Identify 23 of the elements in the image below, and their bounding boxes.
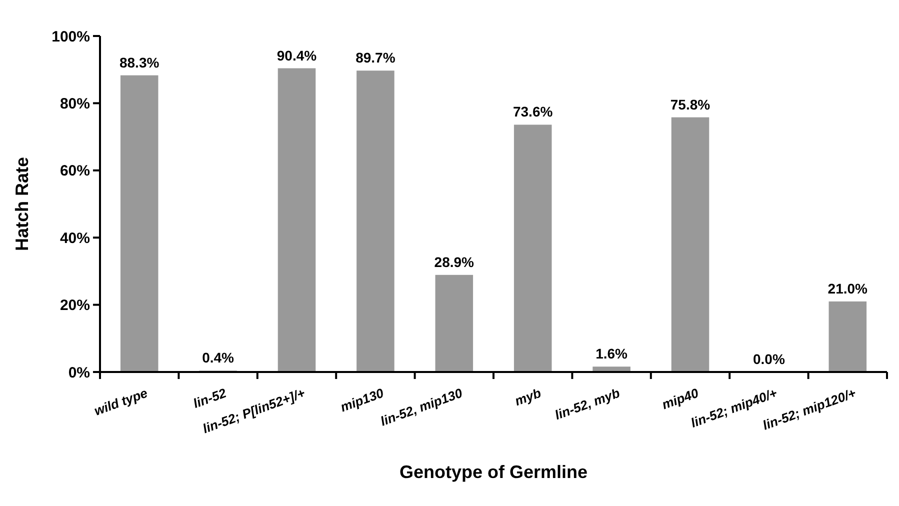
data-label: 90.4% — [276, 47, 318, 64]
x-tick-label: lin-52, myb — [552, 385, 622, 423]
data-label: 28.9% — [434, 254, 475, 270]
data-label: 73.6% — [513, 104, 554, 120]
x-tick-label: myb — [512, 385, 544, 409]
x-tick-label: wild type — [92, 385, 150, 418]
y-tick-label: 60% — [60, 162, 90, 180]
x-tick-label: lin-52 — [191, 385, 229, 411]
data-label: 88.3% — [120, 54, 160, 70]
y-tick-label: 0% — [68, 364, 90, 382]
data-label: 75.8% — [670, 96, 711, 112]
y-tick-label: 100% — [52, 28, 90, 46]
data-label: 89.7% — [356, 50, 396, 66]
data-label: 21.0% — [828, 280, 868, 296]
data-label: 0.0% — [752, 351, 786, 367]
data-label: 0.4% — [202, 350, 235, 366]
x-axis-title: Genotype of Germline — [399, 462, 588, 482]
data-label: 1.6% — [596, 346, 628, 362]
x-tick-label: mip40 — [660, 385, 702, 412]
y-axis-title: Hatch Rate — [12, 156, 32, 252]
y-tick-label: 20% — [60, 297, 90, 314]
y-tick-label: 80% — [60, 95, 90, 112]
y-tick-label: 40% — [60, 230, 90, 247]
